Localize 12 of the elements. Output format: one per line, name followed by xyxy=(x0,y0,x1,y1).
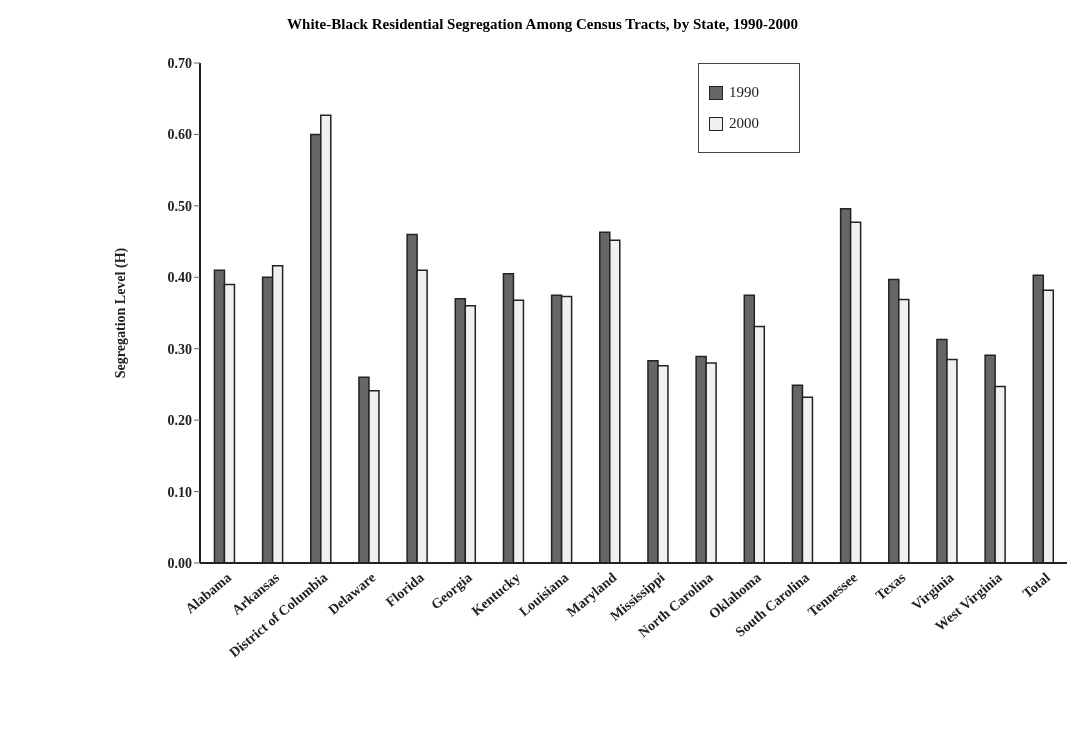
y-tick-label: 0.00 xyxy=(167,555,192,571)
y-tick-label: 0.40 xyxy=(167,270,192,286)
chart-title: White-Black Residential Segregation Among Census Tracts, by State, 1990-2000 xyxy=(286,15,799,34)
y-tick-label: 0.30 xyxy=(167,341,192,357)
y-tick-label: 0.10 xyxy=(167,484,192,500)
y-tick-label: 0.60 xyxy=(167,127,192,143)
legend-label: 2000 xyxy=(729,115,759,132)
y-tick-label: 0.50 xyxy=(167,198,192,214)
y-axis-title: Segregation Level (H) xyxy=(112,247,129,379)
legend-label: 1990 xyxy=(729,84,759,101)
y-tick-label: 0.70 xyxy=(167,55,192,71)
y-tick-label: 0.20 xyxy=(167,413,192,429)
